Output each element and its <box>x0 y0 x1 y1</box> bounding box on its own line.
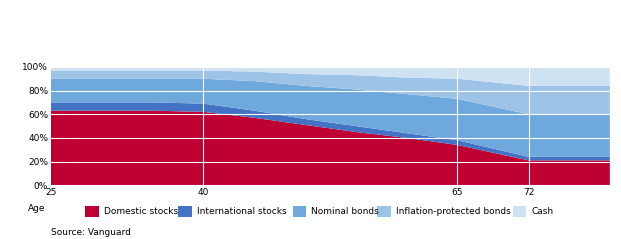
Text: Phase I:
Young: Phase I: Young <box>56 21 95 41</box>
Text: Inflation-protected bonds: Inflation-protected bonds <box>396 207 510 216</box>
Text: Cash: Cash <box>532 207 553 216</box>
Text: Age: Age <box>28 204 45 213</box>
Text: Phase III:
Retirement: Phase III: Retirement <box>463 21 518 41</box>
Text: Domestic stocks: Domestic stocks <box>104 207 178 216</box>
Text: Nominal bonds: Nominal bonds <box>311 207 379 216</box>
Text: International stocks: International stocks <box>197 207 287 216</box>
Text: Phase IV:
Late
Retirement: Phase IV: Late Retirement <box>533 15 589 47</box>
Text: Source: Vanguard: Source: Vanguard <box>51 228 131 237</box>
Text: Phase II:
Transition: Phase II: Transition <box>209 21 257 41</box>
